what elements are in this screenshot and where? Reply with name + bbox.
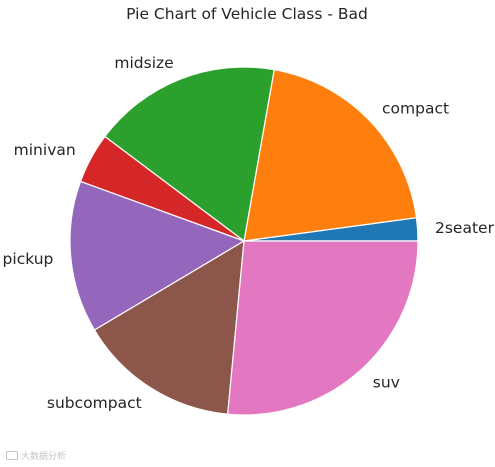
chart-title: Pie Chart of Vehicle Class - Bad <box>126 5 368 23</box>
pie-slice-subcompact <box>93 240 245 415</box>
slice-label-compact: compact <box>382 99 449 117</box>
watermark: 大数据分析 <box>6 449 66 462</box>
pie-slice-suv <box>227 240 419 416</box>
pie-slice-pickup <box>69 180 245 331</box>
slice-label-pickup: pickup <box>3 250 54 268</box>
watermark-logo-icon <box>6 451 18 460</box>
pie-slice-compact <box>243 69 418 242</box>
slice-label-subcompact: subcompact <box>47 394 142 412</box>
slice-label-minivan: minivan <box>14 141 76 159</box>
slice-label-midsize: midsize <box>114 54 173 72</box>
slice-label-2seater: 2seater <box>435 219 495 237</box>
pie-slice-midsize <box>104 66 275 242</box>
pie-labels: 2seater compact midsize minivan pickup subcom… <box>3 54 495 412</box>
slice-label-suv: suv <box>373 374 400 392</box>
watermark-text: 大数据分析 <box>21 452 67 462</box>
pie-slices <box>69 66 419 416</box>
